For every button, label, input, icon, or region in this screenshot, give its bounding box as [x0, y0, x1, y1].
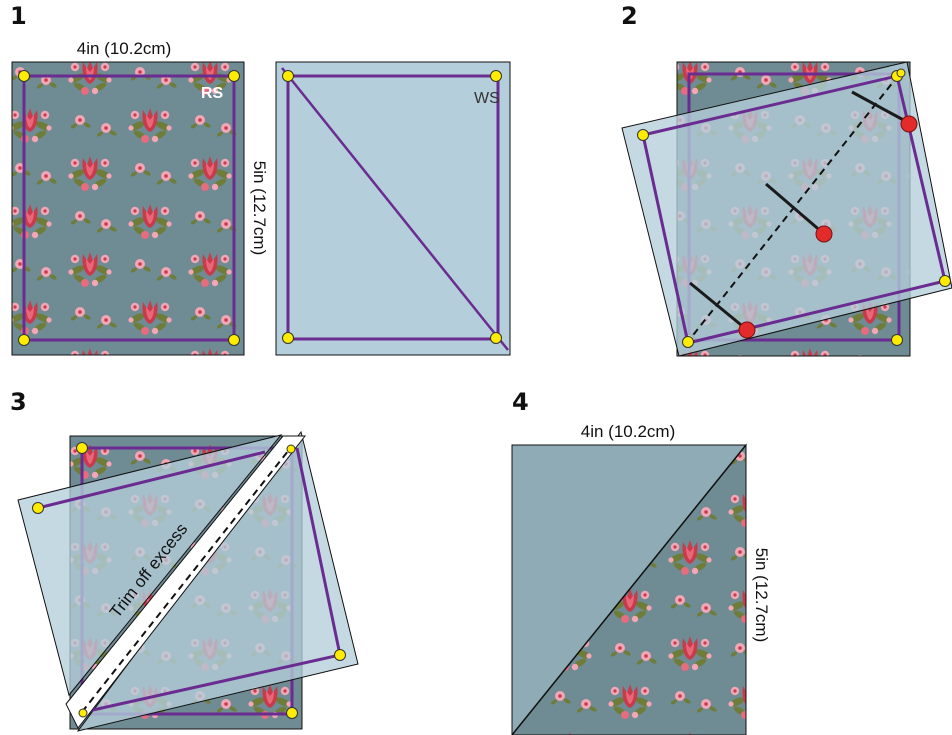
corner-marker	[682, 336, 694, 348]
corner-marker	[334, 649, 346, 661]
corner-marker	[891, 334, 903, 346]
step3-top-fabric	[17, 430, 359, 732]
corner-marker	[490, 70, 502, 82]
corner-marker	[286, 444, 296, 454]
fabric-right-side: RS	[11, 61, 245, 356]
wrong-side-label: WS	[474, 90, 500, 107]
corner-marker	[286, 707, 298, 719]
pin	[851, 90, 918, 133]
corner-marker	[76, 442, 88, 454]
step1-height-label: 5in (12.7cm)	[250, 161, 269, 255]
corner-marker	[939, 275, 951, 287]
step3-diagonal-fold-line	[81, 445, 293, 713]
step4-height-label: 5in (12.7cm)	[752, 548, 771, 642]
corner-marker	[228, 334, 240, 346]
pin-head	[815, 225, 833, 243]
corner-marker	[18, 334, 30, 346]
corner-marker	[228, 70, 240, 82]
corner-marker	[282, 70, 294, 82]
step-number-2: 2	[621, 2, 638, 30]
pins	[689, 90, 918, 339]
pin-head	[900, 115, 918, 133]
corner-marker	[78, 708, 88, 718]
step4-width-label: 4in (10.2cm)	[581, 422, 675, 441]
fabric-wrong-side: WS	[275, 61, 511, 356]
step-number-4: 4	[512, 388, 529, 416]
step1-width-label: 4in (10.2cm)	[77, 39, 171, 58]
trim-cut-strip	[65, 435, 307, 729]
step-number-3: 3	[10, 388, 27, 416]
corner-marker	[282, 332, 294, 344]
corner-marker	[896, 68, 906, 78]
half-square-triangle-block	[511, 443, 748, 735]
corner-marker	[490, 332, 502, 344]
corner-marker	[637, 129, 649, 141]
pin	[689, 281, 756, 339]
diagonal-stitch-line	[281, 67, 509, 351]
corner-marker	[32, 502, 44, 514]
corner-marker	[18, 70, 30, 82]
pin-head	[738, 321, 756, 339]
right-side-label: RS	[201, 85, 224, 102]
pin	[765, 182, 833, 243]
step-number-1: 1	[10, 2, 27, 30]
